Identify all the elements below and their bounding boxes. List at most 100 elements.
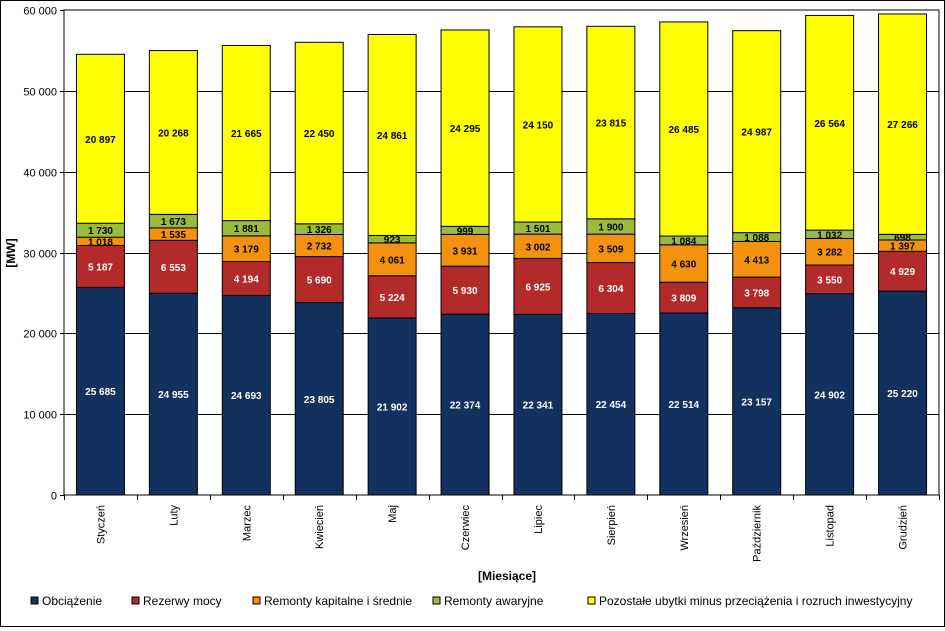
- bar-segment: [732, 240, 782, 278]
- axes: 0 10 000 20 000 30 000 40 000 50 000 60 000 Sty…: [23, 6, 940, 562]
- data-label: 3 179: [234, 245, 259, 256]
- data-label: 2 732: [307, 242, 332, 253]
- bar-segment: [586, 312, 636, 496]
- bar-segment: [294, 302, 344, 496]
- data-label: 24 693: [231, 391, 262, 402]
- data-label: 27 266: [887, 120, 918, 131]
- data-label: 22 514: [668, 400, 699, 411]
- data-label: 21 665: [231, 129, 262, 140]
- bar-segment: [440, 233, 490, 267]
- data-label: 1 501: [525, 224, 550, 235]
- legend-swatch: [252, 596, 261, 605]
- bar-segment: [513, 313, 563, 496]
- bar-segment: [878, 13, 928, 235]
- x-tick-label: Grudzień: [898, 505, 910, 550]
- data-label: 1 397: [890, 242, 915, 253]
- x-tick-label: Kwiecień: [314, 505, 326, 549]
- legend-label: Obciążenie: [42, 594, 102, 608]
- data-label: 26 485: [668, 125, 699, 136]
- data-label: 6 304: [598, 284, 623, 295]
- y-tick-label: 40 000: [23, 168, 57, 180]
- bar-segment: [659, 281, 709, 314]
- bar-segment: [367, 317, 417, 496]
- data-label: 1 900: [598, 222, 623, 233]
- bar-segment: [513, 26, 563, 223]
- bar-segment: [586, 233, 636, 264]
- data-label: 24 861: [377, 131, 408, 142]
- bar-segment: [586, 25, 636, 220]
- data-label: 5 187: [88, 262, 113, 273]
- x-tick-label: Październik: [752, 505, 764, 562]
- data-label: 3 809: [671, 294, 696, 305]
- data-label: 4 413: [744, 255, 769, 266]
- legend-swatch: [131, 596, 140, 605]
- data-label: 1 673: [161, 217, 186, 228]
- legend-label: Remonty kapitalne i średnie: [264, 594, 412, 608]
- bar-segment: [367, 275, 417, 319]
- x-tick-label: Czerwiec: [460, 505, 472, 551]
- x-tick-label: Lipiec: [533, 505, 545, 534]
- data-label: 26 564: [814, 119, 845, 130]
- bar-segment: [732, 30, 782, 234]
- y-tick-label: 60 000: [23, 6, 57, 18]
- data-label: 3 550: [817, 275, 842, 286]
- data-label: 22 374: [450, 401, 481, 412]
- bar-segment: [659, 312, 709, 496]
- x-tick-label: Luty: [168, 505, 180, 526]
- data-label: 1 018: [88, 237, 113, 248]
- legend-swatch: [30, 596, 39, 605]
- y-tick-label: 30 000: [23, 249, 57, 261]
- x-tick-label: Marzec: [241, 505, 253, 542]
- bar-segment: [221, 235, 271, 262]
- data-label: 21 902: [377, 402, 408, 413]
- bar-segment: [586, 262, 636, 314]
- data-label: 3 798: [744, 288, 769, 299]
- data-label: 1 881: [234, 224, 259, 235]
- bar-segment: [75, 244, 125, 288]
- bar-segment: [805, 14, 855, 231]
- data-label: 4 630: [671, 260, 696, 271]
- bar-segment: [148, 50, 198, 215]
- data-label: 999: [457, 226, 474, 237]
- plot-area: [63, 9, 940, 496]
- x-tick-label: Wrzesień: [679, 505, 691, 551]
- legend-label: Pozostałe ubytki minus przeciążenia i ro…: [599, 594, 912, 608]
- bar-segment: [148, 292, 198, 496]
- data-label: 1 326: [307, 225, 332, 236]
- x-tick-label: Styczeń: [95, 505, 107, 544]
- data-label: 3 931: [453, 246, 478, 257]
- data-label: 1 088: [744, 233, 769, 244]
- data-label: 25 220: [887, 389, 918, 400]
- data-label: 24 987: [741, 128, 772, 139]
- x-axis-title: [Miesiące]: [478, 569, 536, 583]
- data-label: 20 268: [158, 128, 189, 139]
- data-label: 25 685: [85, 387, 116, 398]
- y-tick-label: 50 000: [23, 87, 57, 99]
- data-label: 4 061: [380, 255, 405, 266]
- data-label: 4 929: [890, 267, 915, 278]
- bar-segment: [440, 313, 490, 496]
- data-label: 1 032: [817, 230, 842, 241]
- data-label: 24 955: [158, 390, 189, 401]
- y-tick-label: 0: [51, 491, 57, 503]
- bar-segment: [659, 21, 709, 237]
- data-label: 3 002: [525, 242, 550, 253]
- bar-segment: [513, 257, 563, 315]
- bar-segment: [294, 256, 344, 304]
- legend-label: Remonty awaryjne: [444, 594, 544, 608]
- data-label: 24 902: [814, 390, 845, 401]
- bar-segment: [221, 44, 271, 222]
- data-label: 923: [384, 235, 401, 246]
- data-label: 23 157: [741, 397, 772, 408]
- bar-segment: [732, 307, 782, 496]
- bar-segment: [805, 264, 855, 295]
- data-label: 23 805: [304, 395, 335, 406]
- x-tick-label: Maj: [387, 505, 399, 523]
- bar-segment: [294, 41, 344, 225]
- data-label: 1 084: [671, 236, 696, 247]
- bar-segment: [440, 29, 490, 227]
- bar-segment: [659, 244, 709, 283]
- bar-segment: [805, 237, 855, 266]
